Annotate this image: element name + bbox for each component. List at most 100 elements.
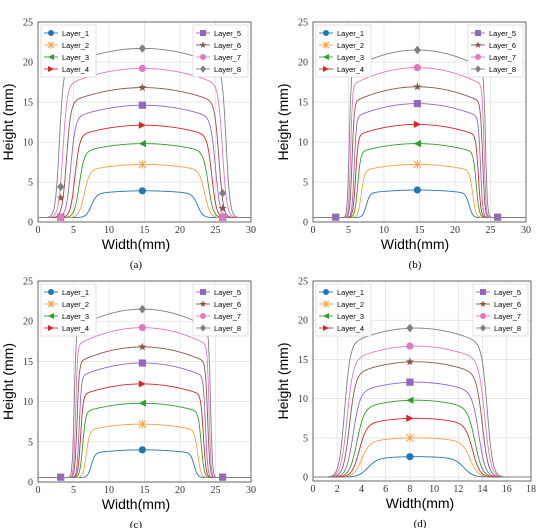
data-point-layer-6 bbox=[138, 83, 147, 92]
x-tick-label: 2 bbox=[335, 484, 340, 495]
legend-entry: Layer_5 bbox=[489, 29, 516, 38]
data-point-layer-6 bbox=[405, 357, 414, 366]
x-tick-label: 0 bbox=[36, 485, 41, 496]
data-point-layer-6 bbox=[413, 82, 422, 91]
panel-label: (d) bbox=[414, 518, 427, 528]
legend-entry: Layer_2 bbox=[62, 41, 89, 50]
legend-marker bbox=[322, 300, 330, 308]
legend-marker bbox=[474, 41, 482, 48]
legend-marker bbox=[475, 65, 481, 73]
y-tick-label: 20 bbox=[298, 316, 308, 327]
chart-panel-3: 0 5 10 15 20 25 30 0 5 10 15 20 25 Width(mm) Height (m… bbox=[0, 277, 256, 528]
x-tick-label: 5 bbox=[346, 225, 351, 236]
legend-entry: Layer_7 bbox=[214, 53, 241, 62]
legend-marker bbox=[323, 313, 329, 319]
legend-entry: Layer_1 bbox=[337, 288, 364, 297]
y-tick-label: 25 bbox=[298, 277, 308, 288]
y-tick-label: 25 bbox=[23, 18, 33, 29]
x-tick-label: 10 bbox=[104, 225, 114, 236]
x-tick-label: 30 bbox=[246, 225, 256, 236]
y-tick-label: 15 bbox=[298, 98, 308, 109]
legend-marker bbox=[48, 66, 54, 72]
x-tick-label: 30 bbox=[521, 225, 531, 236]
legend-entry: Layer_7 bbox=[494, 312, 521, 321]
data-point-layer-5 bbox=[406, 378, 414, 386]
legend-marker bbox=[323, 325, 329, 331]
data-point-layer-8 bbox=[138, 304, 146, 314]
legend-marker bbox=[199, 41, 207, 48]
legend-marker bbox=[479, 300, 487, 307]
legend-entry: Layer_5 bbox=[214, 29, 241, 38]
legend-marker bbox=[199, 300, 207, 307]
data-point-layer-1 bbox=[138, 446, 146, 454]
legend-entry: Layer_4 bbox=[337, 65, 364, 74]
y-tick-label: 10 bbox=[298, 138, 308, 149]
y-tick-label: 10 bbox=[23, 138, 33, 149]
data-point-layer-3 bbox=[413, 140, 421, 148]
legend-marker bbox=[480, 289, 486, 295]
x-tick-label: 0 bbox=[36, 225, 41, 236]
series-line-layer-6 bbox=[313, 361, 531, 478]
legend-right: Layer_5 Layer_6 Layer_7 Layer_8 bbox=[467, 24, 524, 78]
y-tick-label: 25 bbox=[298, 18, 308, 29]
x-tick-label: 15 bbox=[140, 225, 150, 236]
legend-marker bbox=[323, 54, 329, 60]
x-tick-label: 20 bbox=[450, 225, 460, 236]
legend-left: Layer_1 Layer_2 Layer_3 Layer_4 bbox=[40, 24, 97, 78]
y-tick-label: 15 bbox=[23, 357, 33, 368]
x-tick-label: 30 bbox=[246, 485, 256, 496]
data-point-layer-5 bbox=[413, 100, 421, 108]
legend-left: Layer_1 Layer_2 Layer_3 Layer_4 bbox=[315, 283, 372, 337]
legend-entry: Layer_2 bbox=[337, 300, 364, 309]
panel-label: (c) bbox=[130, 519, 143, 528]
legend-entry: Layer_3 bbox=[62, 312, 89, 321]
data-point-layer-4 bbox=[138, 121, 146, 129]
data-point-layer-3 bbox=[138, 140, 146, 148]
y-tick-label: 15 bbox=[298, 355, 308, 366]
series-line-layer-5 bbox=[313, 381, 531, 478]
y-axis-label: Height (mm) bbox=[0, 343, 16, 420]
y-axis-label: Height (mm) bbox=[275, 83, 291, 160]
data-point-layer-7 bbox=[406, 342, 414, 350]
chart-panel-2: 0 5 10 15 20 25 30 0 5 10 15 20 25 Width(mm) Height (m… bbox=[275, 18, 531, 272]
x-tick-label: 20 bbox=[175, 225, 185, 236]
data-point-layer-8 bbox=[57, 182, 65, 192]
data-point-layer-8 bbox=[219, 188, 227, 198]
legend-entry: Layer_6 bbox=[494, 300, 521, 309]
legend-marker bbox=[323, 289, 329, 295]
legend-left: Layer_1 Layer_2 Layer_3 Layer_4 bbox=[40, 283, 97, 337]
legend-entry: Layer_8 bbox=[214, 324, 241, 333]
legend-marker bbox=[475, 54, 481, 60]
panel-label: (a) bbox=[130, 259, 143, 271]
data-point-layer-2 bbox=[413, 160, 422, 169]
y-tick-label: 25 bbox=[23, 277, 33, 288]
y-tick-label: 20 bbox=[23, 58, 33, 69]
y-tick-label: 0 bbox=[28, 218, 33, 229]
x-tick-label: 4 bbox=[359, 484, 364, 495]
x-tick-label: 10 bbox=[379, 225, 389, 236]
data-point-layer-7 bbox=[219, 213, 227, 221]
legend-marker bbox=[48, 289, 54, 295]
x-tick-label: 0 bbox=[311, 225, 316, 236]
legend-entry: Layer_2 bbox=[62, 300, 89, 309]
x-tick-label: 14 bbox=[478, 484, 488, 495]
legend-entry: Layer_3 bbox=[62, 53, 89, 62]
data-point-layer-8 bbox=[406, 323, 414, 333]
data-point-layer-1 bbox=[406, 453, 414, 461]
legend-entry: Layer_1 bbox=[337, 29, 364, 38]
legend-left: Layer_1 Layer_2 Layer_3 Layer_4 bbox=[315, 24, 372, 78]
y-tick-label: 10 bbox=[23, 397, 33, 408]
legend-marker bbox=[47, 300, 55, 308]
data-point-layer-3 bbox=[406, 396, 414, 404]
x-tick-label: 0 bbox=[311, 484, 316, 495]
data-point-layer-8 bbox=[413, 45, 421, 55]
legend-right: Layer_5 Layer_6 Layer_7 Layer_8 bbox=[192, 24, 249, 78]
data-point-layer-7 bbox=[138, 64, 146, 72]
y-tick-label: 0 bbox=[303, 473, 308, 484]
x-axis-label: Width(mm) bbox=[381, 236, 449, 252]
series-line-layer-8 bbox=[313, 327, 531, 478]
y-axis-label: Height (mm) bbox=[0, 83, 16, 160]
legend-entry: Layer_1 bbox=[62, 29, 89, 38]
x-tick-label: 8 bbox=[407, 484, 412, 495]
